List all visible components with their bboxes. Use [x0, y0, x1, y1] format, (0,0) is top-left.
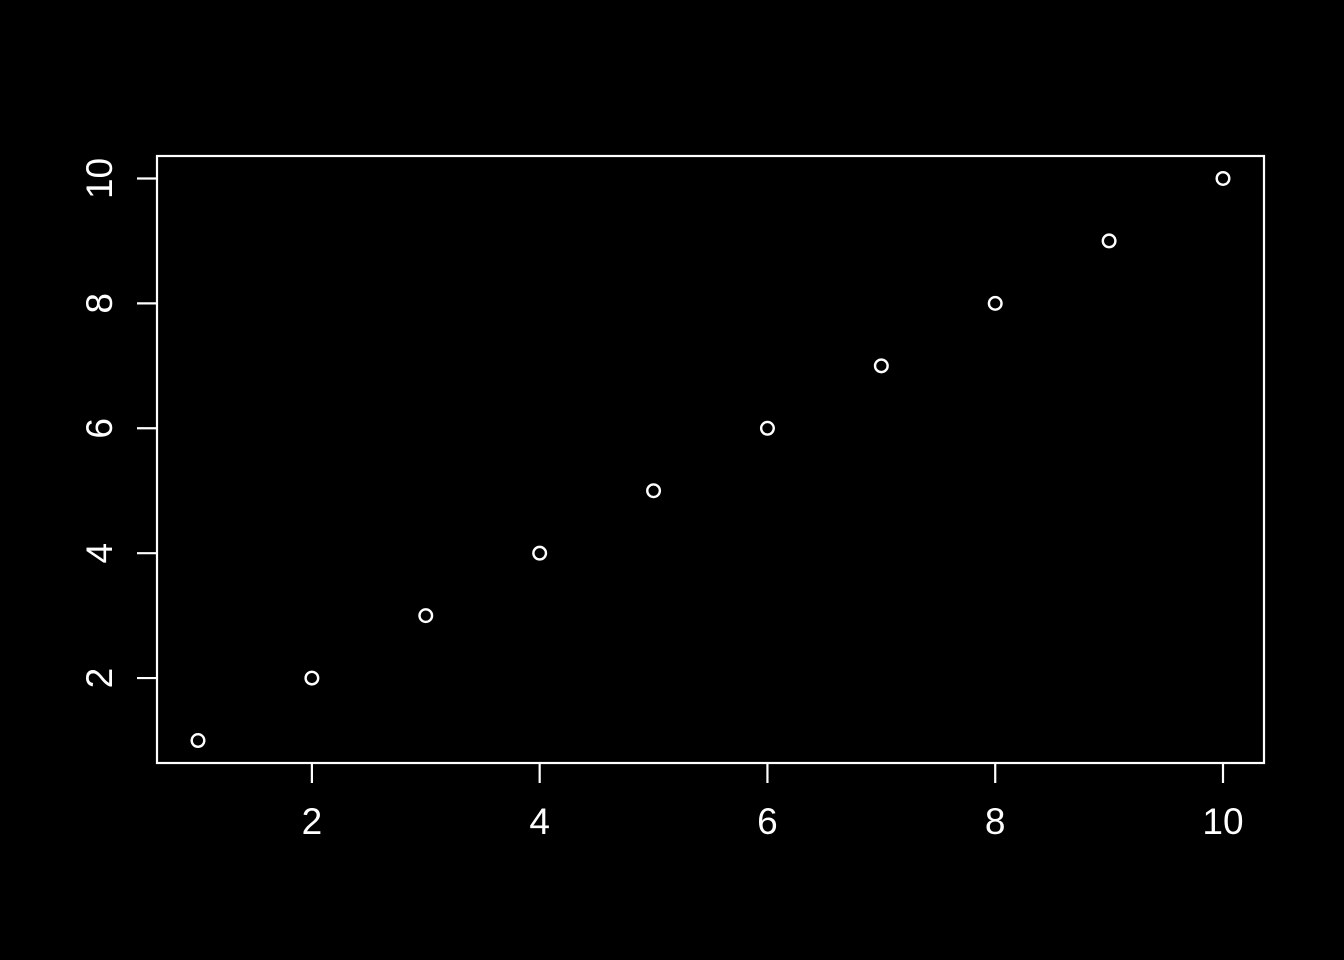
y-axis-tick-label: 2	[79, 668, 120, 689]
y-axis-tick-label: 4	[79, 543, 120, 564]
data-point	[646, 483, 662, 499]
data-point	[190, 733, 206, 749]
y-axis-tick-label: 8	[79, 293, 120, 314]
y-axis-tick-label: 6	[79, 418, 120, 439]
data-point	[1215, 170, 1231, 186]
x-axis-tick-label: 8	[985, 801, 1006, 842]
x-axis-tick-label: 6	[757, 801, 778, 842]
data-point	[304, 670, 320, 686]
data-point	[873, 358, 889, 374]
data-point	[418, 608, 434, 624]
plot-box	[155, 154, 1266, 765]
x-axis-tick-label: 2	[302, 801, 323, 842]
x-axis-tick-label: 10	[1202, 801, 1243, 842]
y-axis-tick-label: 10	[79, 158, 120, 199]
data-point	[532, 545, 548, 561]
x-axis-tick-label: 4	[529, 801, 550, 842]
data-point	[1101, 233, 1117, 249]
data-point	[987, 295, 1003, 311]
data-point	[759, 420, 775, 436]
